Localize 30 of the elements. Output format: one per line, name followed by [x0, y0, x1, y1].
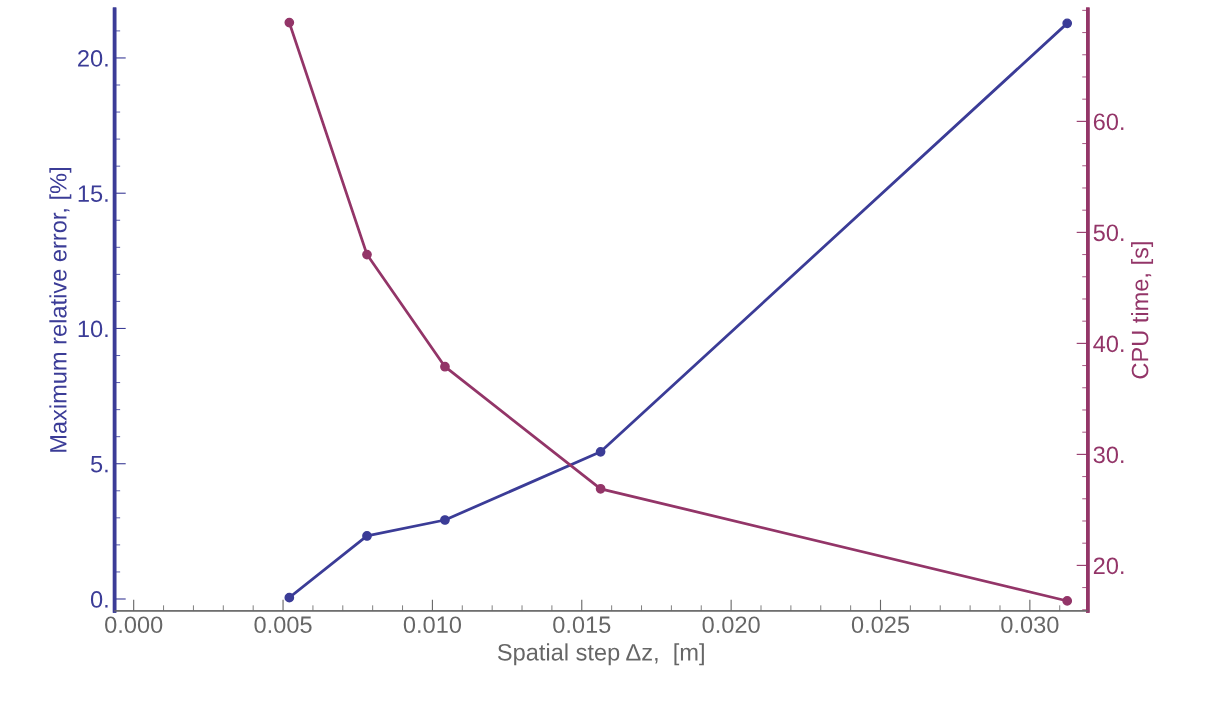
y2-axis-title: CPU time, [s] — [1131, 242, 1154, 379]
point — [362, 531, 372, 541]
y-tick-label: 20. — [78, 50, 108, 67]
point — [284, 592, 295, 603]
point — [1062, 18, 1073, 29]
y-tick-label: 10. — [78, 320, 108, 338]
point — [284, 17, 295, 28]
x-tick-label: 0.015 — [553, 616, 611, 634]
y-axis-title: Maximum relative error, [%] — [49, 168, 72, 452]
y-tick-label: 15. — [78, 185, 108, 202]
x-axis-title: Spatial step Δz, [m] — [497, 643, 704, 666]
y2-tick-label: 50. — [1093, 224, 1124, 242]
y2-tick-label: 40. — [1093, 335, 1124, 353]
point — [440, 361, 450, 372]
x-tick-label: 0.005 — [254, 616, 312, 634]
point — [1062, 596, 1073, 606]
y2-tick-label: 20. — [1093, 557, 1124, 575]
x-tick-label: 0.000 — [105, 616, 163, 634]
point — [440, 515, 450, 525]
y2-tick-label: 30. — [1093, 446, 1124, 464]
y2-tick-label: 60. — [1093, 113, 1124, 131]
x-tick-label: 0.030 — [1001, 616, 1059, 634]
x-tick-label: 0.020 — [702, 616, 760, 634]
y-tick-label: 5. — [90, 456, 108, 473]
point — [362, 249, 372, 260]
point — [595, 483, 606, 494]
point — [595, 446, 606, 457]
x-tick-label: 0.025 — [851, 616, 910, 634]
x-tick-label: 0.010 — [403, 616, 462, 634]
y-tick-label: 0. — [90, 591, 108, 608]
